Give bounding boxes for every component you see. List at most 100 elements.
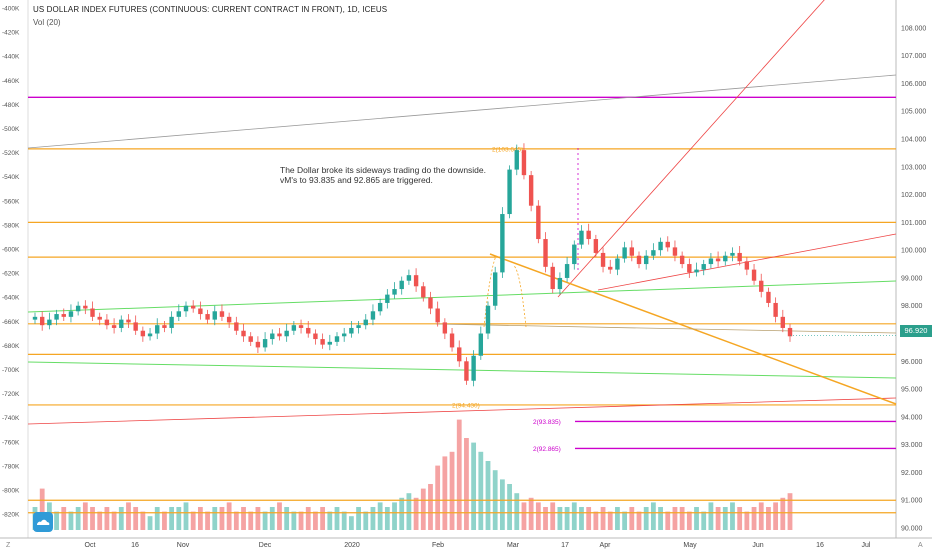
- candle-body: [270, 333, 275, 340]
- volume-bar: [586, 507, 592, 530]
- price-tick-label: 99.000: [901, 275, 923, 282]
- candle-body: [780, 316, 786, 328]
- candle-body: [579, 230, 584, 245]
- volume-indicator-label[interactable]: Vol (20): [33, 18, 61, 27]
- candle-body: [68, 311, 74, 317]
- candle-body: [277, 333, 282, 337]
- left-tick-label: -600K: [2, 247, 20, 254]
- volume-bar: [406, 493, 412, 530]
- candle-body: [730, 252, 735, 256]
- volume-bar: [514, 493, 520, 530]
- chart-title: US DOLLAR INDEX FUTURES (CONTINUOUS: CUR…: [33, 5, 388, 14]
- volume-bar: [241, 507, 246, 530]
- dashed-projection-arc: [513, 265, 527, 328]
- volume-bar: [313, 511, 318, 530]
- annotation-line-1: The Dollar broke its sideways trading do…: [280, 165, 486, 175]
- last-price-badge: 96.920: [900, 325, 932, 337]
- candle-body: [61, 314, 66, 317]
- volume-bar: [730, 502, 735, 530]
- volume-bar: [140, 511, 146, 530]
- candle-body: [147, 333, 153, 337]
- candle-body: [248, 336, 253, 342]
- volume-bar: [248, 511, 254, 530]
- timezone-label: Z: [6, 542, 11, 549]
- price-tick-label: 95.000: [901, 387, 923, 394]
- candle-body: [176, 311, 182, 317]
- time-tick-label: Apr: [600, 542, 612, 549]
- volume-bar: [320, 507, 326, 530]
- volume-bar: [694, 507, 699, 530]
- left-tick-label: -680K: [2, 343, 20, 350]
- candle-body: [457, 347, 462, 362]
- volume-bar: [571, 502, 577, 530]
- volume-bar: [708, 502, 714, 530]
- candle-body: [694, 269, 699, 273]
- price-tick-label: 96.000: [901, 359, 923, 366]
- candle-body: [564, 264, 570, 278]
- volume-bar: [420, 488, 426, 530]
- price-tick-label: 108.000: [901, 25, 926, 32]
- volume-bar: [54, 511, 59, 530]
- candle-body: [306, 327, 311, 334]
- left-tick-label: -480K: [2, 102, 20, 109]
- candle-body: [39, 316, 45, 326]
- time-tick-label: Mar: [507, 542, 520, 549]
- volume-bar: [269, 507, 275, 530]
- volume-bar: [550, 502, 556, 530]
- candle-body: [679, 255, 685, 265]
- volume-bar: [766, 507, 771, 530]
- left-tick-label: -640K: [2, 295, 20, 302]
- candle-body: [536, 205, 541, 240]
- volume-bar: [183, 502, 189, 530]
- volume-bar: [701, 511, 707, 530]
- candle-body: [586, 230, 591, 240]
- candle-body: [485, 305, 491, 334]
- volume-bar: [370, 507, 376, 530]
- dashed-projection-arc: [483, 255, 497, 328]
- volume-bar: [780, 497, 786, 530]
- volume-bar: [205, 511, 210, 530]
- candle-body: [104, 319, 110, 326]
- candle-body: [349, 327, 354, 334]
- volume-bar: [464, 438, 469, 530]
- volume-bar: [499, 479, 505, 530]
- tradingview-logo-icon[interactable]: [33, 512, 53, 532]
- candle-body: [593, 239, 599, 253]
- volume-bar: [456, 419, 462, 530]
- price-tick-label: 102.000: [901, 192, 926, 199]
- green-channel-bottom: [27, 361, 897, 379]
- left-tick-label: -580K: [2, 222, 20, 229]
- candle-body: [399, 280, 404, 290]
- candle-body: [701, 264, 706, 270]
- price-tick-label: 100.000: [901, 248, 926, 255]
- left-tick-label: -460K: [2, 78, 20, 85]
- left-tick-label: -800K: [2, 488, 20, 495]
- volume-bar: [478, 451, 484, 530]
- candle-body: [377, 302, 383, 312]
- candle-body: [608, 266, 613, 270]
- price-tick-label: 101.000: [901, 220, 926, 227]
- volume-bar: [356, 507, 361, 530]
- volume-bar: [528, 497, 534, 530]
- candle-body: [320, 339, 325, 345]
- candle-body: [672, 247, 678, 256]
- candle-body: [464, 361, 469, 381]
- left-tick-label: -560K: [2, 198, 20, 205]
- volume-bar: [341, 511, 347, 530]
- volume-bar: [90, 507, 95, 530]
- volume-bar: [255, 507, 261, 530]
- time-tick-label: 2020: [344, 542, 360, 549]
- time-tick-label: Oct: [85, 542, 96, 549]
- candle-body: [111, 325, 117, 328]
- candle-body: [54, 314, 59, 320]
- volume-bar: [679, 507, 685, 530]
- volume-bar: [111, 511, 117, 530]
- volume-bar: [363, 511, 369, 530]
- volume-bar: [579, 507, 584, 530]
- candle-body: [119, 319, 124, 328]
- candle-body: [737, 252, 742, 262]
- price-tick-label: 104.000: [901, 137, 926, 144]
- volume-bar: [543, 507, 548, 530]
